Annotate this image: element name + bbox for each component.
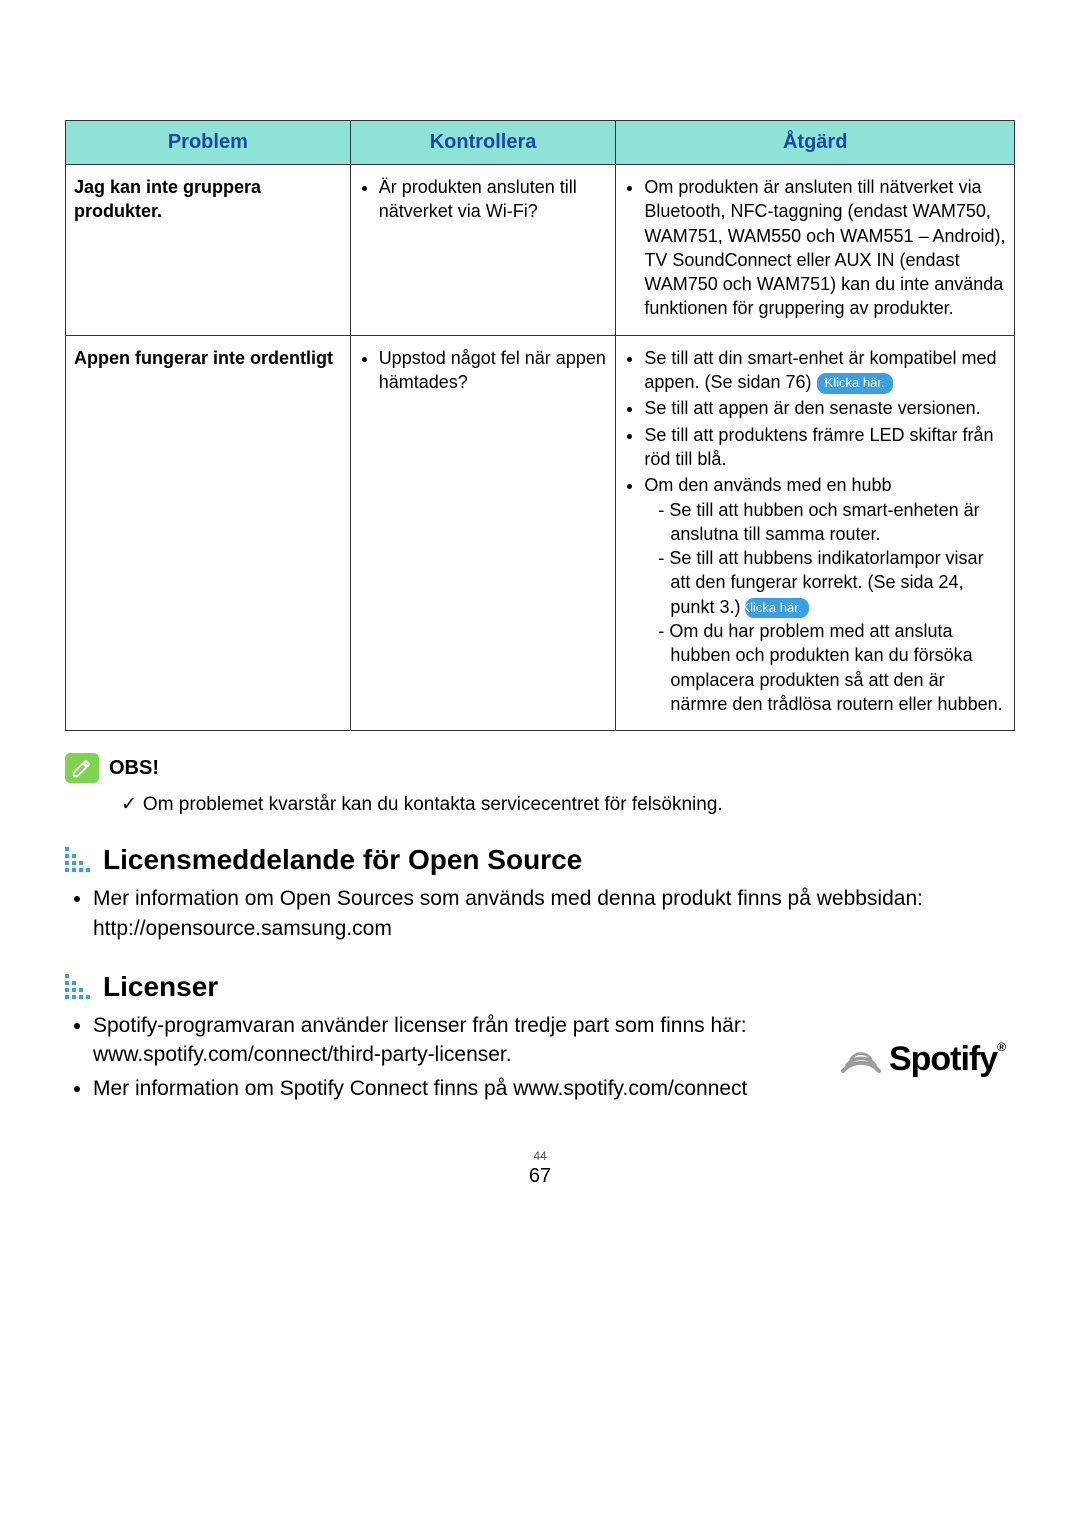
check-cell: Uppstod något fel när appen hämtades? [350,335,616,730]
table-row: Jag kan inte gruppera produkter. Är prod… [66,165,1015,336]
opensource-list: Mer information om Open Sources som anvä… [65,884,1015,943]
action-item: Se till att appen är den senaste version… [644,396,1006,420]
action-subitem: Om du har problem med att ansluta hubben… [658,619,1006,716]
section-opensource-title: Licensmeddelande för Open Source [103,844,582,876]
check-item: Är produkten ansluten till nätverket via… [379,175,608,224]
action-cell: Om produkten är ansluten till nätverket … [616,165,1015,336]
click-here-pill[interactable]: Klicka här. [817,373,893,394]
table-header-check: Kontrollera [350,121,616,165]
problem-cell: Appen fungerar inte ordentligt [66,335,351,730]
note-pencil-icon [65,753,99,783]
problem-cell: Jag kan inte gruppera produkter. [66,165,351,336]
click-here-pill[interactable]: Klicka här. [745,598,809,619]
note-text: ✓ Om problemet kvarstår kan du kontakta s… [121,793,1015,816]
table-header-problem: Problem [66,121,351,165]
spotify-reg: ® [997,1040,1005,1054]
spotify-text-value: Spotify [889,1040,997,1078]
licenses-bullet: Mer information om Spotify Connect finns… [93,1074,813,1103]
section-licenses-title: Licenser [103,971,218,1003]
action-subitem: Se till att hubbens indikatorlampor visa… [658,546,1006,619]
page-number-block: 44 67 [65,1149,1015,1188]
note-label: OBS! [109,757,159,780]
spotify-arc-icon [833,1031,889,1087]
table-row: Appen fungerar inte ordentligt Uppstod n… [66,335,1015,730]
action-text: Om den används med en hubb [644,475,891,495]
check-cell: Är produkten ansluten till nätverket via… [350,165,616,336]
action-subtext: Se till att hubbens indikatorlampor visa… [669,548,983,617]
section-licenses-heading: Licenser [65,971,1015,1003]
action-item: Om den används med en hubb Se till att h… [644,473,1006,716]
action-item: Se till att produktens främre LED skifta… [644,423,1006,472]
action-item: Om produkten är ansluten till nätverket … [644,175,1006,321]
opensource-bullet: Mer information om Open Sources som anvä… [93,884,1015,943]
note-text-content: Om problemet kvarstår kan du kontakta se… [143,794,723,815]
licenses-row: Spotify-programvaran använder licenser f… [65,1011,1015,1107]
check-item: Uppstod något fel när appen hämtades? [379,346,608,395]
checkmark-icon: ✓ [121,794,137,815]
spotify-wordmark: Spotify® [889,1040,1005,1079]
note-block: OBS! [65,753,1015,783]
licenses-bullet: Spotify-programvaran använder licenser f… [93,1011,813,1070]
spotify-logo: Spotify® [833,1031,1005,1087]
section-bullet-icon [65,974,91,1000]
section-bullet-icon [65,847,91,873]
troubleshoot-table: Problem Kontrollera Åtgärd Jag kan inte … [65,120,1015,731]
action-subitem: Se till att hubben och smart-enheten är … [658,498,1006,547]
licenses-list: Spotify-programvaran använder licenser f… [65,1011,813,1107]
page-number-small: 44 [533,1149,546,1163]
action-item: Se till att din smart-enhet är kompatibe… [644,346,1006,395]
section-opensource-heading: Licensmeddelande för Open Source [65,844,1015,876]
table-header-action: Åtgärd [616,121,1015,165]
action-cell: Se till att din smart-enhet är kompatibe… [616,335,1015,730]
page-number-large: 67 [65,1165,1015,1188]
